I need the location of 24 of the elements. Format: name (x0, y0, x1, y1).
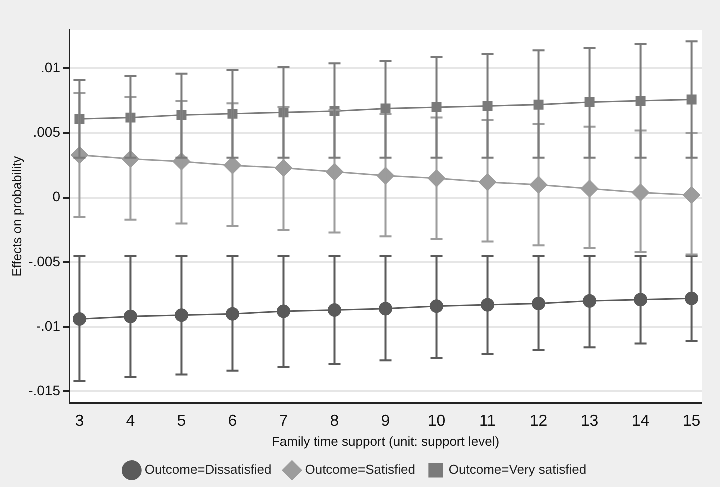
y-tick-label: .01 (41, 60, 61, 76)
y-tick-label: -.005 (28, 253, 61, 270)
x-axis-title: Family time support (unit: support level) (272, 434, 500, 449)
x-tick-label: 12 (530, 413, 548, 430)
x-tick-label: 3 (75, 413, 84, 430)
y-tick-label: -.01 (36, 318, 61, 334)
x-tick-label: 11 (479, 413, 496, 430)
x-tick-label: 14 (632, 413, 650, 430)
y-tick-label: 0 (52, 188, 61, 205)
legend-label: Outcome=Dissatisfied (144, 462, 272, 478)
y-tick-label: -.015 (28, 382, 61, 398)
x-tick-label: 6 (228, 413, 238, 430)
x-tick-label: 4 (126, 413, 136, 430)
legend-label: Outcome=Satisfied (305, 462, 416, 478)
x-tick-label: 10 (428, 413, 446, 430)
x-tick-label: 13 (580, 413, 599, 430)
legend-label: Outcome=Very satisfied (448, 462, 587, 478)
y-axis-title: Effects on probability (9, 156, 24, 277)
x-tick-label: 7 (279, 413, 288, 430)
y-tick-label: .005 (33, 124, 61, 140)
x-tick-label: 5 (177, 413, 186, 430)
x-tick-label: 8 (330, 413, 340, 430)
x-tick-label: 15 (682, 413, 701, 430)
x-tick-label: 9 (381, 413, 390, 430)
